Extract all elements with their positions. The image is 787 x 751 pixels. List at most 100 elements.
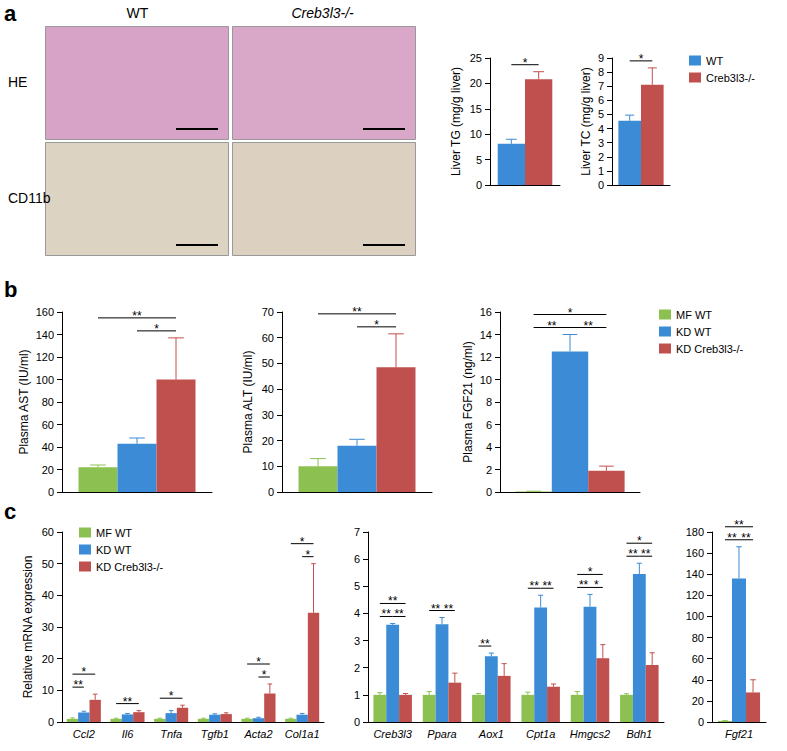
svg-text:HE: HE (8, 74, 27, 90)
svg-text:Cpt1a: Cpt1a (526, 728, 555, 740)
svg-text:Plasma AST (IU/ml): Plasma AST (IU/ml) (17, 349, 31, 454)
svg-text:140: 140 (36, 329, 54, 341)
svg-text:12: 12 (480, 351, 492, 363)
svg-text:16: 16 (480, 306, 492, 318)
svg-text:80: 80 (42, 396, 54, 408)
svg-text:8: 8 (598, 66, 604, 78)
svg-text:*: * (169, 689, 174, 703)
svg-text:3: 3 (354, 635, 360, 647)
svg-text:CD11b: CD11b (8, 190, 51, 206)
svg-text:Il6: Il6 (122, 728, 135, 740)
svg-text:100: 100 (686, 610, 704, 622)
svg-text:Tgfb1: Tgfb1 (201, 728, 229, 740)
svg-text:160: 160 (686, 547, 704, 559)
svg-text:MF WT: MF WT (676, 309, 712, 321)
svg-text:60: 60 (692, 653, 704, 665)
svg-text:**: ** (584, 319, 594, 333)
svg-text:25: 25 (470, 52, 482, 64)
svg-text:*: * (568, 306, 573, 320)
svg-text:4: 4 (486, 441, 492, 453)
svg-text:0: 0 (598, 179, 604, 191)
svg-text:4: 4 (354, 607, 360, 619)
svg-text:*: * (81, 665, 86, 679)
svg-text:60: 60 (262, 332, 274, 344)
svg-text:WT: WT (706, 55, 723, 67)
svg-text:14: 14 (480, 329, 492, 341)
svg-text:30: 30 (42, 621, 54, 633)
svg-text:0: 0 (698, 716, 704, 728)
svg-text:Liver TC (mg/g liver): Liver TC (mg/g liver) (579, 67, 593, 175)
svg-text:*: * (154, 322, 159, 336)
svg-text:3: 3 (598, 137, 604, 149)
svg-text:20: 20 (262, 435, 274, 447)
svg-text:20: 20 (692, 695, 704, 707)
svg-text:0: 0 (354, 716, 360, 728)
svg-text:20: 20 (42, 653, 54, 665)
svg-text:9: 9 (598, 52, 604, 64)
svg-text:4: 4 (598, 123, 604, 135)
svg-text:20: 20 (42, 464, 54, 476)
svg-text:15: 15 (470, 103, 482, 115)
svg-text:**: ** (628, 547, 638, 561)
svg-text:100: 100 (36, 374, 54, 386)
svg-text:**: ** (530, 579, 540, 593)
svg-text:120: 120 (686, 589, 704, 601)
svg-text:*: * (594, 578, 599, 592)
svg-text:**: ** (444, 602, 454, 616)
svg-text:Relative mRNA expression: Relative mRNA expression (21, 556, 35, 699)
svg-text:70: 70 (262, 306, 274, 318)
svg-text:WT: WT (127, 5, 149, 21)
svg-text:50: 50 (42, 558, 54, 570)
svg-text:5: 5 (598, 108, 604, 120)
svg-text:KD Creb3l3-/-: KD Creb3l3-/- (676, 343, 744, 355)
svg-text:7: 7 (354, 526, 360, 538)
svg-text:**: ** (480, 637, 490, 651)
svg-text:**: ** (394, 607, 404, 621)
svg-text:MF WT: MF WT (96, 527, 132, 539)
svg-text:**: ** (123, 695, 133, 709)
svg-text:**: ** (382, 607, 392, 621)
svg-text:Aox1: Aox1 (478, 728, 504, 740)
svg-text:*: * (374, 318, 379, 332)
svg-text:*: * (300, 535, 305, 549)
svg-text:**: ** (352, 305, 362, 319)
svg-text:a: a (4, 1, 17, 26)
svg-text:7: 7 (598, 80, 604, 92)
svg-text:*: * (523, 56, 528, 70)
svg-text:5: 5 (476, 154, 482, 166)
svg-text:10: 10 (262, 460, 274, 472)
svg-text:**: ** (734, 518, 744, 532)
svg-text:Liver TG (mg/g liver): Liver TG (mg/g liver) (449, 67, 463, 176)
svg-text:*: * (306, 548, 311, 562)
svg-text:c: c (4, 499, 16, 524)
svg-text:Col1a1: Col1a1 (285, 728, 320, 740)
svg-text:**: ** (741, 531, 751, 545)
svg-text:*: * (262, 668, 267, 682)
svg-text:1: 1 (598, 165, 604, 177)
svg-text:180: 180 (686, 526, 704, 538)
svg-text:*: * (588, 565, 593, 579)
svg-text:40: 40 (262, 383, 274, 395)
svg-text:**: ** (547, 319, 557, 333)
svg-text:20: 20 (470, 77, 482, 89)
svg-text:**: ** (73, 678, 83, 692)
svg-text:Plasma ALT (IU/ml): Plasma ALT (IU/ml) (241, 351, 255, 454)
svg-text:1: 1 (354, 689, 360, 701)
svg-text:**: ** (727, 531, 737, 545)
svg-text:6: 6 (486, 419, 492, 431)
svg-text:Ppara: Ppara (427, 728, 456, 740)
svg-text:6: 6 (598, 94, 604, 106)
svg-text:Ccl2: Ccl2 (73, 728, 95, 740)
svg-text:60: 60 (42, 419, 54, 431)
svg-text:*: * (256, 655, 261, 669)
svg-text:0: 0 (48, 716, 54, 728)
svg-text:6: 6 (354, 553, 360, 565)
svg-text:0: 0 (486, 486, 492, 498)
svg-text:40: 40 (42, 441, 54, 453)
svg-text:Creb3l3-/-: Creb3l3-/- (292, 5, 355, 21)
svg-text:Fgf21: Fgf21 (725, 728, 753, 740)
svg-text:10: 10 (470, 128, 482, 140)
svg-text:*: * (639, 52, 644, 66)
svg-text:2: 2 (598, 151, 604, 163)
svg-text:5: 5 (354, 580, 360, 592)
